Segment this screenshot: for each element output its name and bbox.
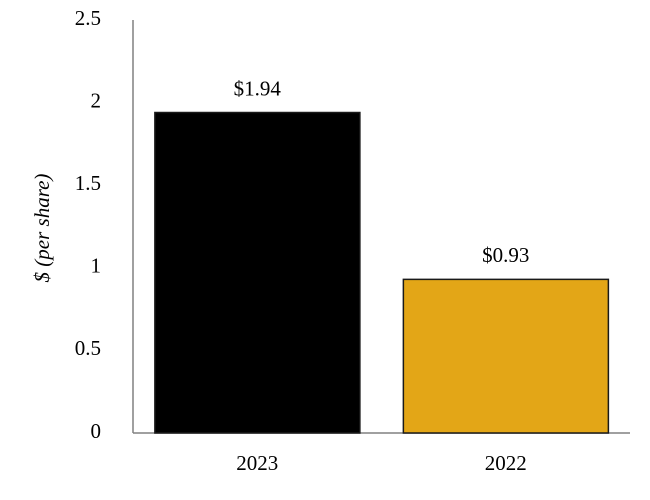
value-label: $1.94 <box>234 76 282 100</box>
bar <box>402 278 610 434</box>
value-label: $0.93 <box>482 243 529 267</box>
y-tick-label: 2 <box>91 88 102 112</box>
y-tick-label: 0.5 <box>75 336 101 360</box>
x-tick-label: 2022 <box>485 451 527 475</box>
bar <box>154 111 361 434</box>
y-tick-label: 1 <box>91 254 102 278</box>
y-tick-label: 0 <box>91 419 102 443</box>
y-tick-label: 2.5 <box>75 6 101 30</box>
y-axis-label: $ (per share) <box>30 174 54 283</box>
x-tick-label: 2023 <box>236 451 278 475</box>
y-tick-label: 1.5 <box>75 171 101 195</box>
